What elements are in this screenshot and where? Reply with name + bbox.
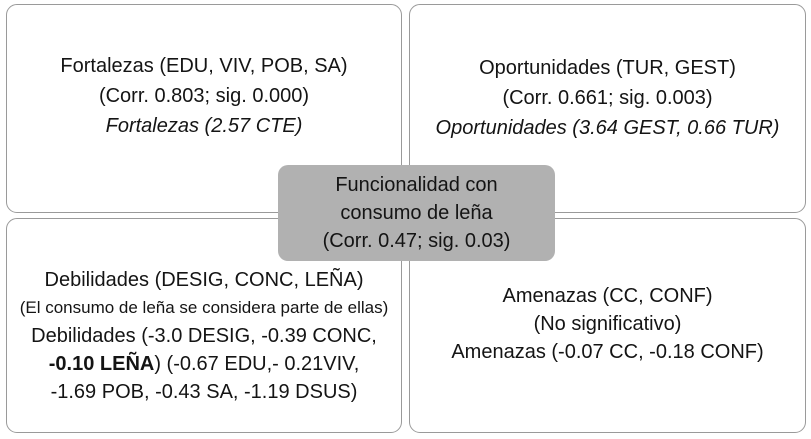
oportunidades-corr-line: (Corr. 0.661; sig. 0.003) xyxy=(502,86,713,109)
oportunidades-text-block: Oportunidades (TUR, GEST) (Corr. 0.661; … xyxy=(410,53,805,143)
oportunidades-title-line: Oportunidades (TUR, GEST) xyxy=(479,56,736,79)
fortalezas-text-block: Fortalezas (EDU, VIV, POB, SA) (Corr. 0.… xyxy=(7,51,401,141)
center-line-1: Funcionalidad con xyxy=(335,174,498,196)
quadrant-fortalezas: Fortalezas (EDU, VIV, POB, SA) (Corr. 0.… xyxy=(6,4,402,213)
amenazas-title-line: Amenazas (CC, CONF) xyxy=(502,284,713,307)
debilidades-model-line-2: -0.10 LEÑA) (-0.67 EDU,- 0.21VIV, xyxy=(7,350,401,378)
debilidades-model-line-3: -1.69 POB, -0.43 SA, -1.19 DSUS) xyxy=(50,380,358,403)
debilidades-lena-bold: -0.10 LEÑA xyxy=(48,352,155,375)
amenazas-text-block: Amenazas (CC, CONF) (No significativo) A… xyxy=(410,282,805,366)
debilidades-model-line-1: Debilidades (-3.0 DESIG, -0.39 CONC, xyxy=(31,324,377,347)
amenazas-model-line: Amenazas (-0.07 CC, -0.18 CONF) xyxy=(451,340,764,363)
fortalezas-title-line: Fortalezas (EDU, VIV, POB, SA) xyxy=(60,54,348,77)
debilidades-text-block: Debilidades (DESIG, CONC, LEÑA) (El cons… xyxy=(7,266,401,406)
debilidades-title-line: Debilidades (DESIG, CONC, LEÑA) xyxy=(44,268,364,291)
center-line-2: consumo de leña xyxy=(340,202,493,224)
center-node-funcionalidad: Funcionalidad con consumo de leña (Corr.… xyxy=(278,165,555,261)
quadrant-debilidades: Debilidades (DESIG, CONC, LEÑA) (El cons… xyxy=(6,218,402,433)
center-line-3: (Corr. 0.47; sig. 0.03) xyxy=(322,230,511,252)
amenazas-signif-line: (No significativo) xyxy=(533,312,682,335)
fortalezas-corr-line: (Corr. 0.803; sig. 0.000) xyxy=(98,84,310,107)
oportunidades-model-line: Oportunidades (3.64 GEST, 0.66 TUR) xyxy=(435,116,780,139)
fortalezas-model-line: Fortalezas (2.57 CTE) xyxy=(105,114,303,137)
debilidades-note-line: (El consumo de leña se considera parte d… xyxy=(19,297,389,317)
debilidades-model-line-2-rest: ) (-0.67 EDU,- 0.21VIV, xyxy=(154,352,360,375)
